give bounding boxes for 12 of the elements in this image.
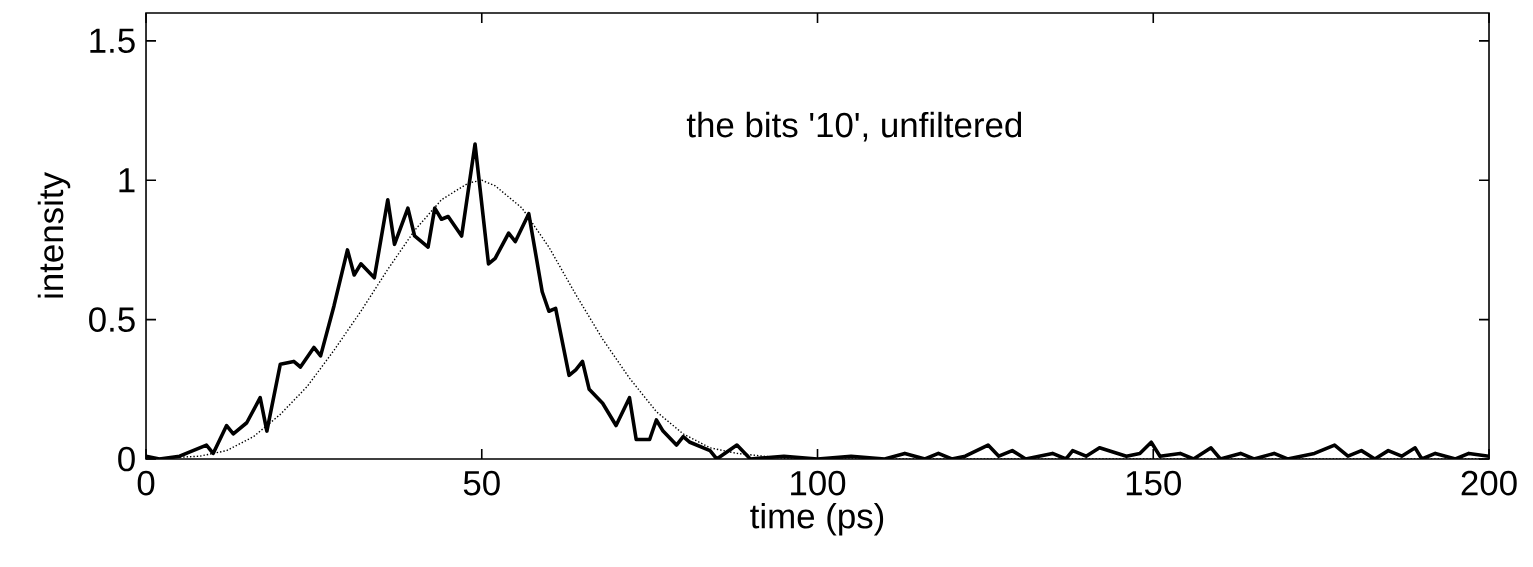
- x-tick-label: 50: [463, 470, 500, 496]
- y-tick-label: 0.5: [89, 307, 135, 332]
- x-tick-label: 150: [1126, 470, 1181, 496]
- x-tick-label: 200: [1461, 470, 1517, 496]
- y-tick-label: 0: [118, 446, 135, 472]
- x-tick-label: 0: [137, 470, 155, 496]
- y-tick-label: 1: [119, 168, 135, 193]
- y-axis-title: intensity: [37, 172, 71, 298]
- annotation: the bits '10', unfiltered: [686, 111, 1022, 142]
- x-tick-label: 100: [791, 470, 846, 496]
- y-tick-label: 1.5: [90, 28, 135, 54]
- x-axis-title: time (ps): [750, 502, 884, 536]
